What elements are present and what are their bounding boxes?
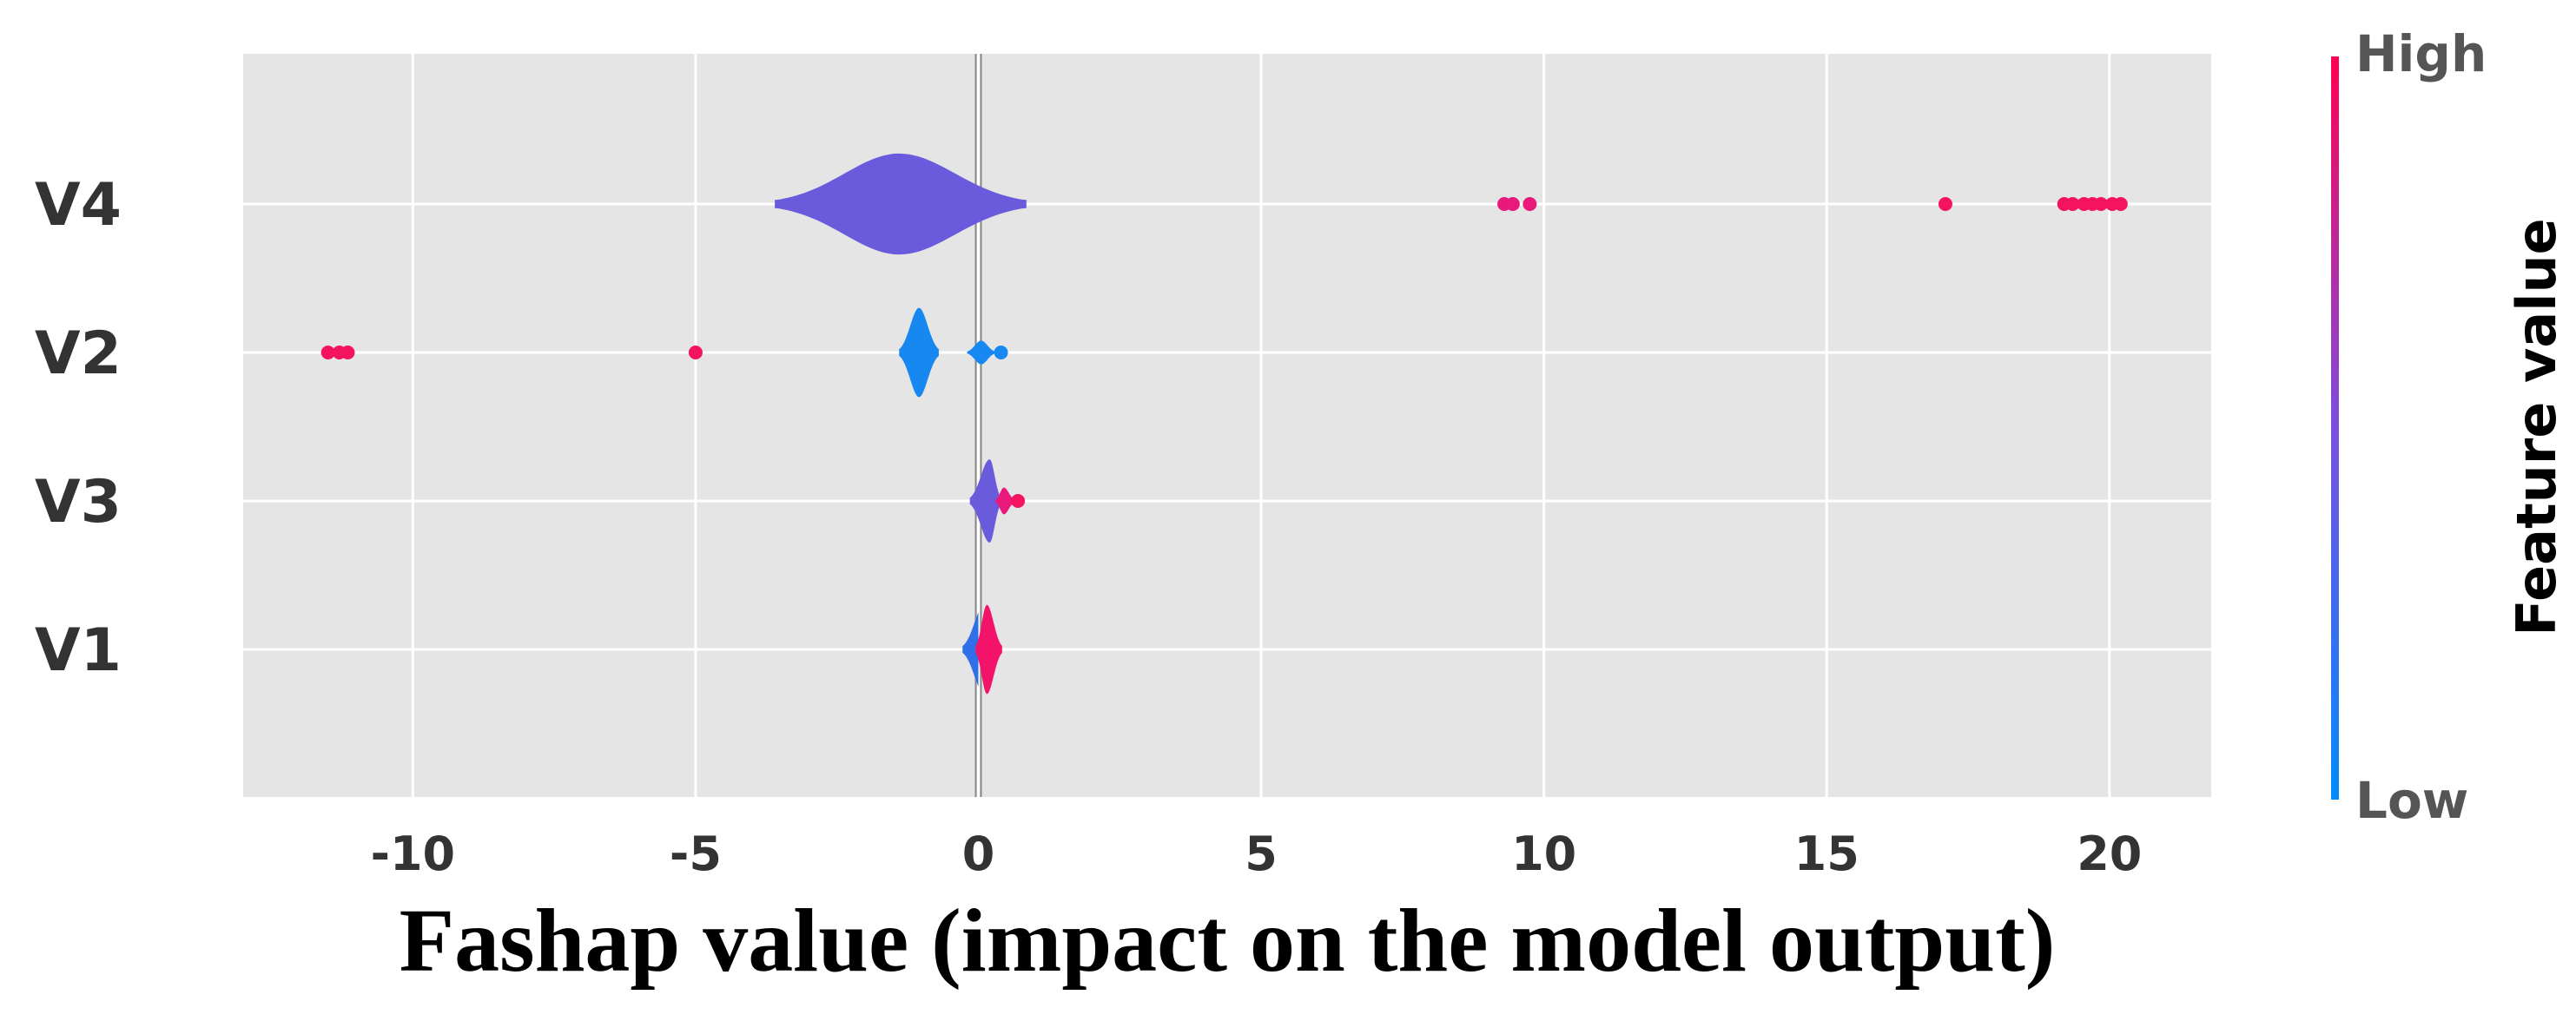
grid-lines bbox=[243, 54, 2211, 797]
point-v2-3 bbox=[688, 346, 703, 359]
colorbar-high-label: High bbox=[2355, 24, 2487, 83]
x-axis-label: Fashap value (impact on the model output… bbox=[400, 891, 2056, 991]
x-tick-label-6: 20 bbox=[2077, 827, 2142, 881]
x-tick-label-1: -5 bbox=[670, 827, 722, 881]
point-marks bbox=[320, 197, 2128, 508]
point-v4-2 bbox=[1522, 197, 1537, 211]
x-tick-label-3: 5 bbox=[1245, 827, 1278, 881]
x-tick-labels: -10 -5 0 5 10 15 20 bbox=[371, 827, 2143, 881]
violin-v4-0 bbox=[775, 153, 1027, 255]
point-v2-4 bbox=[994, 346, 1008, 359]
colorbar-gradient bbox=[2331, 56, 2339, 800]
violin-v3-1 bbox=[995, 487, 1015, 515]
x-tick-label-5: 15 bbox=[1794, 827, 1859, 881]
point-v4-3 bbox=[1938, 197, 1952, 211]
feature-label-v4: V4 bbox=[35, 171, 122, 240]
feature-label-v1: V1 bbox=[35, 616, 122, 685]
feature-labels: V4 V2 V3 V1 bbox=[35, 171, 122, 685]
violin-v3-0 bbox=[969, 459, 1001, 543]
point-v4-1 bbox=[1505, 197, 1520, 211]
feature-label-v2: V2 bbox=[35, 319, 122, 388]
point-v4-10 bbox=[2113, 197, 2128, 211]
colorbar-low-label: Low bbox=[2355, 771, 2468, 830]
point-v2-2 bbox=[340, 346, 355, 359]
colorbar-title: Feature value bbox=[2505, 218, 2568, 636]
plot-background bbox=[243, 54, 2211, 797]
x-tick-label-4: 10 bbox=[1511, 827, 1576, 881]
feature-label-v3: V3 bbox=[35, 468, 122, 537]
violin-marks bbox=[775, 153, 1027, 695]
colorbar: High Low Feature value bbox=[2331, 24, 2568, 830]
point-v4-8 bbox=[2094, 197, 2109, 211]
point-v2-0 bbox=[320, 346, 335, 359]
x-tick-label-0: -10 bbox=[371, 827, 456, 881]
violin-v2-1 bbox=[967, 340, 995, 365]
x-tick-label-2: 0 bbox=[962, 827, 995, 881]
violin-v2-0 bbox=[899, 307, 939, 398]
violin-v1-0 bbox=[962, 612, 979, 687]
point-v3-0 bbox=[1011, 494, 1026, 508]
point-v4-5 bbox=[2065, 197, 2080, 211]
violin-v1-1 bbox=[975, 604, 1002, 695]
